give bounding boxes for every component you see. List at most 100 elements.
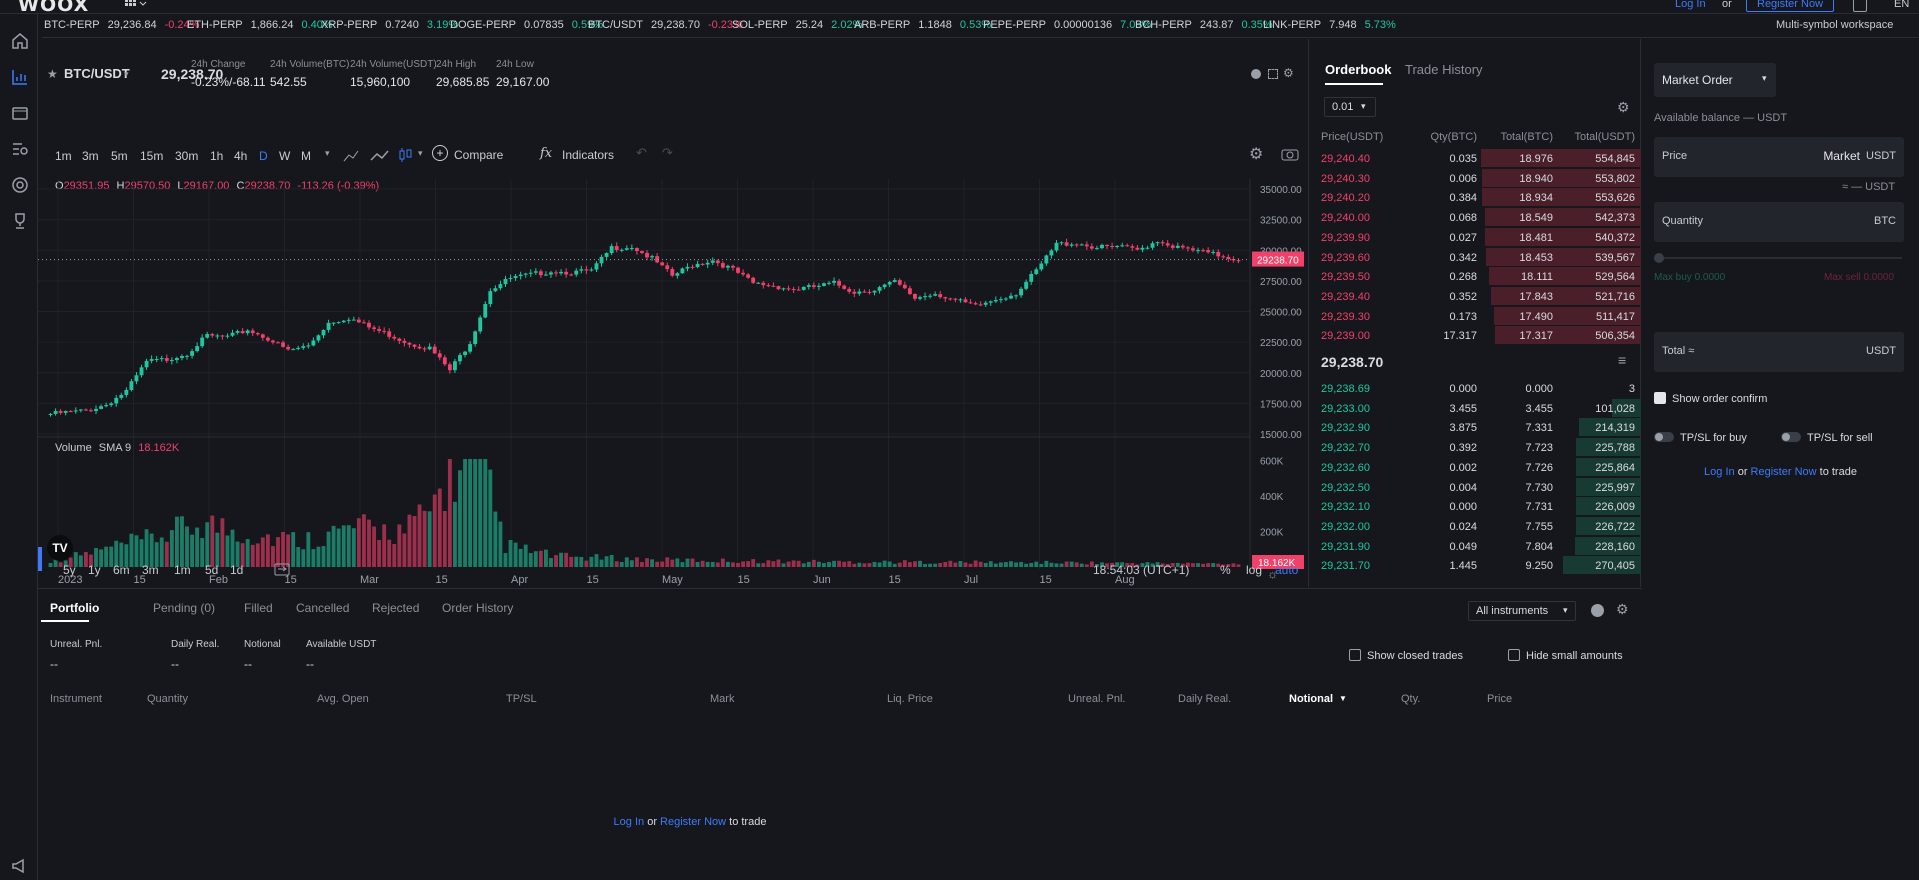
price-chart-canvas[interactable]: 35000.0032500.0030000.0027500.0025000.00… — [38, 39, 1309, 587]
portfolio-tab[interactable]: Portfolio — [50, 601, 100, 615]
symbol-dropdown-icon[interactable]: ▾ — [124, 69, 129, 79]
orderbook-row[interactable]: 29,232.60 0.002 7.726 225,864 — [1310, 457, 1641, 477]
total-field[interactable]: Total ≈ USDT — [1654, 332, 1904, 372]
timeframe-30m[interactable]: 30m — [175, 149, 199, 163]
column-header[interactable]: Price — [1487, 693, 1513, 705]
range-1y[interactable]: 1y — [88, 563, 101, 577]
earn-icon[interactable] — [10, 175, 30, 195]
tpsl-sell-toggle[interactable]: TP/SL for sell — [1781, 432, 1873, 444]
range-1m[interactable]: 1m — [174, 563, 191, 577]
home-icon[interactable] — [10, 31, 30, 51]
orderbook-row[interactable]: 29,240.30 0.006 18.940 553,802 — [1310, 168, 1641, 188]
column-header[interactable]: Quantity — [147, 693, 188, 705]
orderbook-row[interactable]: 29,238.69 0.000 0.000 3 — [1310, 379, 1641, 398]
wallet-icon[interactable] — [10, 103, 30, 123]
portfolio-tab[interactable]: Filled — [244, 601, 273, 615]
portfolio-register-link[interactable]: Register Now — [660, 816, 727, 828]
orderbook-row[interactable]: 29,239.00 17.317 17.317 506,354 — [1310, 326, 1641, 345]
timeframe-15m[interactable]: 15m — [140, 149, 164, 163]
depth-icon[interactable]: ≡ — [1618, 352, 1627, 368]
range-1d[interactable]: 1d — [230, 563, 244, 577]
symbol-selector[interactable]: BTC/USDT — [64, 66, 130, 81]
ticker-item[interactable]: PEPE-PERP 0.00000136 7.09% — [983, 19, 1151, 31]
tradingview-logo-icon[interactable]: TV — [47, 535, 73, 561]
orderbook-settings-gear-icon[interactable]: ⚙ — [1617, 99, 1630, 115]
timeframe-1m[interactable]: 1m — [55, 149, 72, 163]
column-header[interactable]: Avg. Open — [317, 693, 369, 705]
show-order-confirm-checkbox[interactable]: Show order confirm — [1654, 392, 1767, 405]
column-header[interactable]: Unreal. Pnl. — [1068, 693, 1126, 705]
indicators-fx-icon[interactable]: fx — [540, 146, 553, 161]
ticker-item[interactable]: BTC-PERP 29,236.84 -0.24% — [44, 19, 199, 31]
fullscreen-icon[interactable] — [1268, 69, 1278, 79]
undo-icon[interactable]: ↶ — [636, 145, 647, 160]
ticker-item[interactable]: BCH-PERP 243.87 0.35% — [1135, 19, 1273, 31]
column-header[interactable]: TP/SL — [506, 693, 537, 705]
orderbook-row[interactable]: 29,239.60 0.342 18.453 539,567 — [1310, 247, 1641, 267]
trophy-icon[interactable] — [10, 211, 30, 231]
range-3m[interactable]: 3m — [142, 563, 159, 577]
orderbook-row[interactable]: 29,232.00 0.024 7.755 226,722 — [1310, 516, 1641, 536]
announcement-icon[interactable] — [10, 856, 30, 876]
show-closed-trades-checkbox[interactable]: Show closed trades — [1349, 649, 1463, 662]
timeframe-3m[interactable]: 3m — [82, 149, 99, 163]
column-header[interactable]: Instrument — [50, 693, 102, 705]
quantity-slider-handle[interactable] — [1654, 253, 1664, 263]
ticker-item[interactable]: BTC/USDT 29,238.70 -0.23% — [588, 19, 743, 31]
column-header[interactable]: Liq. Price — [887, 693, 933, 705]
timeframe-W[interactable]: W — [279, 149, 291, 163]
form-register-link[interactable]: Register Now — [1750, 466, 1817, 478]
form-login-link[interactable]: Log In — [1704, 466, 1735, 478]
portfolio-tab[interactable]: Cancelled — [296, 601, 350, 615]
range-5y[interactable]: 5y — [63, 563, 76, 577]
date-range-icon[interactable] — [274, 562, 290, 576]
percent-scale-toggle[interactable]: % — [1220, 563, 1231, 577]
portfolio-settings-gear-icon[interactable]: ⚙ — [1616, 601, 1629, 617]
favorite-star-icon[interactable]: ★ — [47, 67, 58, 81]
apps-grid-icon[interactable] — [124, 0, 148, 12]
info-icon[interactable] — [1251, 69, 1261, 79]
orderbook-row[interactable]: 29,239.30 0.173 17.490 511,417 — [1310, 306, 1641, 326]
portfolio-info-icon[interactable] — [1591, 604, 1604, 617]
orderbook-row[interactable]: 29,240.20 0.384 18.934 553,626 — [1310, 188, 1641, 207]
orderbook-row[interactable]: 29,232.70 0.392 7.723 225,788 — [1310, 438, 1641, 457]
language-selector[interactable]: EN — [1894, 0, 1910, 10]
portfolio-tab[interactable]: Order History — [442, 601, 514, 615]
column-header[interactable]: Notional — [1289, 693, 1333, 705]
chart-nav-icon[interactable] — [10, 67, 30, 87]
timeframe-5m[interactable]: 5m — [111, 149, 128, 163]
compare-button[interactable]: Compare — [454, 148, 504, 162]
sort-desc-icon[interactable]: ▼ — [1339, 694, 1347, 703]
woox-logo[interactable]: WOOX — [18, 0, 90, 14]
precision-select[interactable]: 0.01 ▾ — [1324, 97, 1376, 117]
tab-trade-history[interactable]: Trade History — [1405, 62, 1483, 77]
orderbook-row[interactable]: 29,240.00 0.068 18.549 542,373 — [1310, 208, 1641, 227]
screenshot-camera-icon[interactable] — [1281, 147, 1299, 161]
timeframe-1h[interactable]: 1h — [210, 149, 224, 163]
bar-style-icon[interactable] — [343, 149, 363, 163]
orderbook-row[interactable]: 29,232.50 0.004 7.730 225,997 — [1310, 477, 1641, 497]
tpsl-buy-toggle[interactable]: TP/SL for buy — [1654, 432, 1747, 444]
column-header[interactable]: Qty. — [1401, 693, 1421, 705]
ticker-item[interactable]: DOGE-PERP 0.07835 0.59% — [450, 19, 603, 31]
orderbook-row[interactable]: 29,239.50 0.268 18.111 529,564 — [1310, 267, 1641, 286]
timeframe-4h[interactable]: 4h — [234, 149, 248, 163]
price-field[interactable]: Price Market USDT — [1654, 137, 1904, 177]
quantity-slider[interactable] — [1656, 257, 1902, 259]
compare-plus-icon[interactable]: + — [432, 145, 448, 161]
markets-search-icon[interactable] — [10, 139, 30, 159]
ticker-item[interactable]: ARB-PERP 1.1848 0.53% — [854, 19, 991, 31]
range-6m[interactable]: 6m — [113, 563, 130, 577]
ticker-item[interactable]: ETH-PERP 1,866.24 0.40% — [187, 19, 333, 31]
register-button[interactable]: Register Now — [1746, 0, 1835, 12]
tab-orderbook[interactable]: Orderbook — [1325, 62, 1392, 77]
hide-small-amounts-checkbox[interactable]: Hide small amounts — [1508, 649, 1623, 662]
orderbook-row[interactable]: 29,239.40 0.352 17.843 521,716 — [1310, 286, 1641, 306]
portfolio-tab[interactable]: Rejected — [372, 601, 420, 615]
orderbook-row[interactable]: 29,239.90 0.027 18.481 540,372 — [1310, 227, 1641, 247]
download-icon[interactable] — [1853, 0, 1867, 12]
login-link[interactable]: Log In — [1675, 0, 1706, 10]
line-style-icon[interactable] — [370, 149, 390, 163]
portfolio-login-link[interactable]: Log In — [613, 816, 645, 828]
orderbook-row[interactable]: 29,232.90 3.875 7.331 214,319 — [1310, 418, 1641, 437]
